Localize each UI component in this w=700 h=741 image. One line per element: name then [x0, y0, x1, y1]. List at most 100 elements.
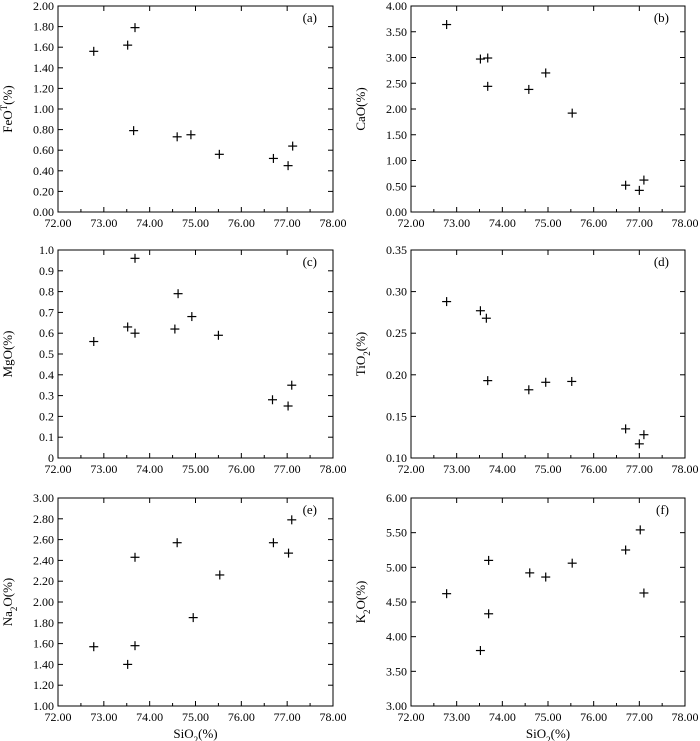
x-tick-label: 74.00: [489, 710, 516, 724]
data-point: [288, 141, 298, 151]
data-point: [475, 646, 485, 656]
data-point: [621, 424, 631, 434]
y-tick-label: 0.2: [39, 409, 54, 423]
y-tick-label: 0.35: [386, 243, 407, 257]
x-tick-label: 72.00: [45, 462, 72, 476]
y-tick-label: 1.80: [33, 616, 54, 630]
y-tick-label: 0.10: [386, 451, 407, 465]
y-tick-label: 0.25: [386, 326, 407, 340]
data-point: [483, 81, 493, 91]
x-tick-label: 72.00: [398, 462, 425, 476]
panel-f: 72.00 73.00 74.00 75.00 76.00 77.00 78.00 3.00 3…: [353, 491, 699, 741]
x-tick-label: 78.00: [672, 462, 699, 476]
data-point: [287, 515, 297, 525]
y-tick-label: 1.00: [386, 154, 407, 168]
data-point: [172, 132, 182, 142]
plot-frame: [57, 497, 334, 707]
y-tick-label: 0.50: [386, 179, 407, 193]
data-point: [89, 46, 99, 56]
panel-d: 72.00 73.00 74.00 75.00 76.00 77.00 78.00 0.10 0…: [353, 243, 699, 476]
data-point: [130, 328, 140, 338]
y-tick-label: 1.40: [33, 657, 54, 671]
x-tick-label: 77.00: [626, 216, 653, 230]
plot-frame: [410, 249, 686, 459]
y-tick-label: 2.50: [386, 76, 407, 90]
y-tick-label: 0.9: [39, 264, 54, 278]
x-tick-label: 77.00: [626, 462, 653, 476]
data-point: [475, 54, 485, 64]
data-point: [123, 659, 133, 669]
axis-title-subscript: 2: [362, 610, 372, 615]
data-point: [484, 609, 494, 619]
axis-title-suffix: (%): [353, 332, 368, 352]
y-tick-label: 0.20: [33, 184, 54, 198]
y-tick-label: 3.50: [386, 664, 407, 678]
data-points: [89, 515, 297, 669]
data-point: [639, 430, 649, 440]
data-point: [541, 572, 551, 582]
x-tick-label: 73.00: [90, 710, 117, 724]
panel-label: (f): [656, 502, 669, 517]
y-axis-title: Na2O(%): [0, 578, 19, 627]
y-tick-label: 0.5: [39, 347, 54, 361]
y-tick-label: 0.3: [39, 389, 54, 403]
axis-title-suffix: O(%): [0, 578, 15, 607]
y-tick-label: 2.00: [33, 0, 54, 13]
y-tick-label: 1.00: [33, 699, 54, 713]
x-tick-label: 78.00: [320, 462, 347, 476]
data-point: [442, 297, 452, 307]
x-tick-label: 78.00: [320, 710, 347, 724]
data-point: [481, 313, 491, 323]
x-axis-title: SiO2(%): [526, 726, 570, 741]
axis-title-subscript: 2: [362, 351, 372, 356]
data-point: [170, 324, 180, 334]
data-point: [287, 380, 297, 390]
data-points: [442, 297, 649, 449]
axis-title-subscript: 2: [546, 735, 551, 741]
data-point: [187, 312, 197, 322]
y-tick-label: 0.15: [386, 409, 407, 423]
panel-c: 72.00 73.00 74.00 75.00 76.00 77.00 78.00 0 0.1 0…: [0, 243, 347, 476]
y-tick-label: 0.1: [39, 430, 54, 444]
data-point: [173, 289, 183, 299]
data-point: [89, 337, 99, 347]
x-tick-label: 72.00: [398, 216, 425, 230]
axis-title-subscript: 2: [9, 607, 19, 612]
axis-title-main: CaO(%): [353, 87, 368, 130]
y-tick-label: 4.00: [386, 630, 407, 644]
y-tick-label: 5.00: [386, 560, 407, 574]
panel-e: 72.00 73.00 74.00 75.00 76.00 77.00 78.00 1.00 1…: [0, 491, 347, 741]
x-tick-label: 75.00: [182, 710, 209, 724]
y-tick-label: 2.80: [33, 512, 54, 526]
y-tick-label: 0.4: [39, 368, 54, 382]
axis-title-main: SiO: [526, 726, 546, 741]
data-point: [567, 108, 577, 118]
x-tick-label: 74.00: [489, 462, 516, 476]
panel-label: (b): [654, 10, 669, 25]
axis-title-superscript: T: [0, 104, 9, 110]
panel-label: (c): [303, 254, 317, 269]
data-point: [639, 175, 649, 185]
x-tick-label: 76.00: [580, 216, 607, 230]
y-tick-label: 0: [48, 451, 54, 465]
data-point: [484, 555, 494, 565]
data-point: [130, 641, 140, 651]
y-tick-label: 4.50: [386, 595, 407, 609]
x-tick-label: 77.00: [274, 710, 301, 724]
data-point: [123, 322, 133, 332]
axis-title-main: MgO(%): [0, 331, 15, 378]
panel-a: 72.00 73.00 74.00 75.00 76.00 77.00 78.00 0.00 0…: [0, 0, 347, 230]
data-point: [172, 538, 182, 548]
x-tick-label: 78.00: [672, 216, 699, 230]
data-point: [214, 149, 224, 159]
data-point: [89, 642, 99, 652]
y-tick-label: 0.80: [33, 123, 54, 137]
data-point: [283, 401, 293, 411]
data-point: [213, 330, 223, 340]
y-axis-title: TiO2(%): [353, 332, 372, 376]
x-tick-label: 76.00: [228, 462, 255, 476]
y-tick-label: 3.50: [386, 25, 407, 39]
x-tick-label: 75.00: [182, 216, 209, 230]
data-point: [483, 53, 493, 63]
